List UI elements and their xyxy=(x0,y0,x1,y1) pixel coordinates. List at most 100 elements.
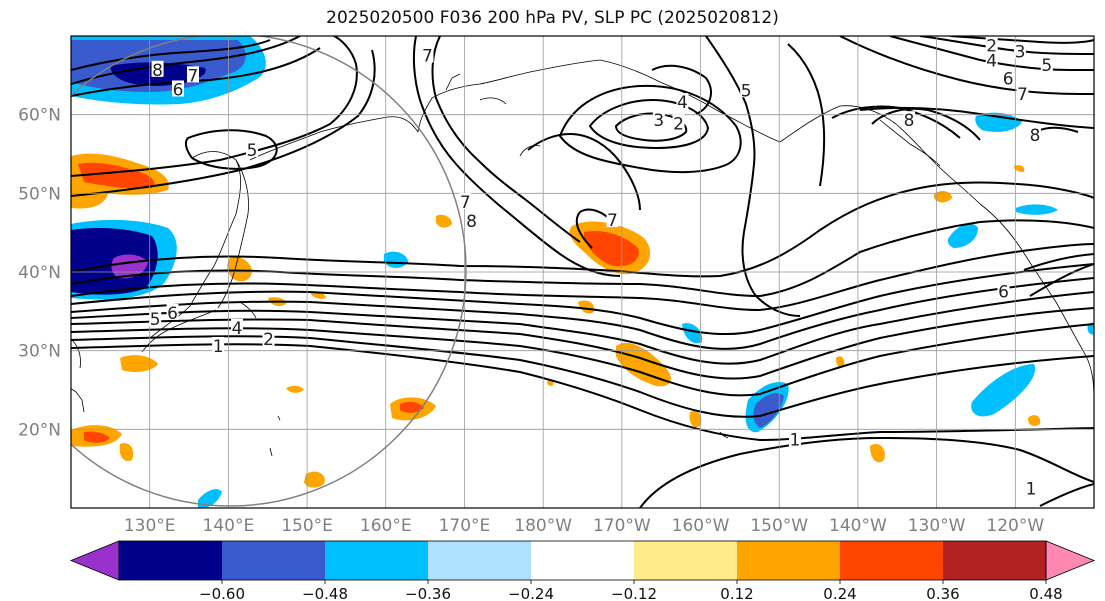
contour-label-background xyxy=(676,93,689,110)
latitude-label: 20°N xyxy=(18,420,61,440)
colorbar-tick-label: 0.48 xyxy=(1029,585,1062,601)
longitude-label: 140°E xyxy=(203,516,255,536)
contour-label-background xyxy=(151,60,164,77)
longitude-label: 170°W xyxy=(593,516,651,536)
contour-label-background xyxy=(245,141,258,158)
colorbar-tick-label: −0.48 xyxy=(302,585,348,601)
contour-label-background xyxy=(1028,126,1041,143)
contour-label: 7 xyxy=(188,66,199,86)
contour-label: 8 xyxy=(1030,126,1041,146)
colorbar-segment xyxy=(428,541,531,580)
map-frame xyxy=(70,35,1095,509)
coastlines xyxy=(71,59,1094,457)
longitude-label: 150°E xyxy=(281,516,333,536)
contour-label-background xyxy=(172,80,185,97)
contour-label-background xyxy=(1016,85,1029,102)
contour-label-background xyxy=(997,282,1010,299)
contour-label-background xyxy=(212,336,225,353)
colorbar-tick-label: 0.36 xyxy=(926,585,959,601)
longitude-label: 160°W xyxy=(672,516,730,536)
latitude-labels: 60°N 50°N 40°N 30°N 20°N xyxy=(18,106,61,441)
contour-label-background xyxy=(166,303,179,320)
contour-label-background xyxy=(788,430,801,447)
contour-label-background xyxy=(231,318,244,335)
colorbar-tick-label: −0.24 xyxy=(508,585,554,601)
contour-label: 5 xyxy=(150,310,161,330)
map-title: 2025020500 F036 200 hPa PV, SLP PC (2025… xyxy=(326,8,779,28)
longitude-label: 170°E xyxy=(439,516,491,536)
contour-label: 4 xyxy=(677,93,688,113)
contour-label: 6 xyxy=(1003,69,1014,89)
colorbar-segment xyxy=(634,541,737,580)
contour-label: 7 xyxy=(607,211,618,231)
contour-label: 1 xyxy=(1026,479,1037,499)
contour-label-background xyxy=(672,114,685,131)
contour-label: 1 xyxy=(790,431,801,451)
contour-label: 7 xyxy=(422,47,433,67)
contour-label: 5 xyxy=(741,81,752,101)
contour-label: 2 xyxy=(673,114,684,134)
contour-label-background xyxy=(465,211,478,228)
longitude-label: 180°W xyxy=(514,516,572,536)
contour-label: 4 xyxy=(986,51,997,71)
colorbar: −0.60 −0.48 −0.36 −0.24 −0.12 0.12 0.24 0.36 0.4… xyxy=(69,540,1096,601)
contour-label-background xyxy=(186,66,199,83)
contour-label: 2 xyxy=(986,36,997,56)
contour-label: 7 xyxy=(1017,85,1028,105)
colorbar-extend-low xyxy=(69,540,120,581)
contour-label: 6 xyxy=(998,283,1009,303)
longitude-label: 150°W xyxy=(750,516,808,536)
contour-label-background xyxy=(740,81,753,98)
contour-label: 6 xyxy=(173,80,184,100)
colorbar-outline xyxy=(118,540,1047,581)
longitude-label: 130°W xyxy=(908,516,966,536)
contour-label-background xyxy=(985,36,998,53)
contour-label: 8 xyxy=(904,111,915,131)
colorbar-segment xyxy=(840,541,943,580)
colorbar-segment xyxy=(325,541,428,580)
contour-label: 3 xyxy=(1015,43,1026,63)
contour-label-background xyxy=(606,211,619,228)
colorbar-segment xyxy=(119,541,222,580)
contour-label: 3 xyxy=(653,111,664,131)
contour-label-background xyxy=(903,111,916,128)
contour-label: 8 xyxy=(466,212,477,232)
colorbar-segment xyxy=(943,541,1046,580)
contour-label-background xyxy=(262,329,275,346)
reference-circle xyxy=(71,36,467,507)
longitude-label: 130°E xyxy=(124,516,176,536)
colorbar-segment xyxy=(222,541,325,580)
colorbar-extend-high xyxy=(1045,540,1096,581)
contour-label-background xyxy=(149,310,162,327)
latitude-label: 60°N xyxy=(18,106,61,126)
contour-label-background xyxy=(1040,56,1053,73)
contour-label: 5 xyxy=(247,141,258,161)
latitude-label: 50°N xyxy=(18,184,61,204)
colorbar-tick-label: 0.24 xyxy=(823,585,856,601)
contour-label-background xyxy=(459,192,472,209)
contour-label-background xyxy=(1002,69,1015,86)
contour-label: 5 xyxy=(1041,56,1052,76)
contour-label: 2 xyxy=(263,330,274,350)
contour-label: 6 xyxy=(167,304,178,324)
colorbar-tick-label: −0.36 xyxy=(405,585,451,601)
longitude-label: 160°E xyxy=(360,516,412,536)
colorbar-tick-label: 0.12 xyxy=(720,585,753,601)
colorbar-tick-label: −0.60 xyxy=(199,585,245,601)
longitude-label: 140°W xyxy=(829,516,887,536)
contour-label: 8 xyxy=(152,61,163,81)
colorbar-segment xyxy=(531,541,634,580)
contour-label: 7 xyxy=(460,193,471,213)
latitude-label: 30°N xyxy=(18,342,61,362)
contour-label-background xyxy=(1014,42,1027,59)
latitude-label: 40°N xyxy=(18,263,61,283)
longitude-label: 120°W xyxy=(986,516,1044,536)
contour-label: 1 xyxy=(213,337,224,357)
contour-label: 4 xyxy=(232,319,243,339)
colorbar-tick-label: −0.12 xyxy=(611,585,657,601)
contour-label-background xyxy=(652,111,665,128)
contour-label-background xyxy=(985,51,998,68)
colorbar-segment xyxy=(737,541,840,580)
